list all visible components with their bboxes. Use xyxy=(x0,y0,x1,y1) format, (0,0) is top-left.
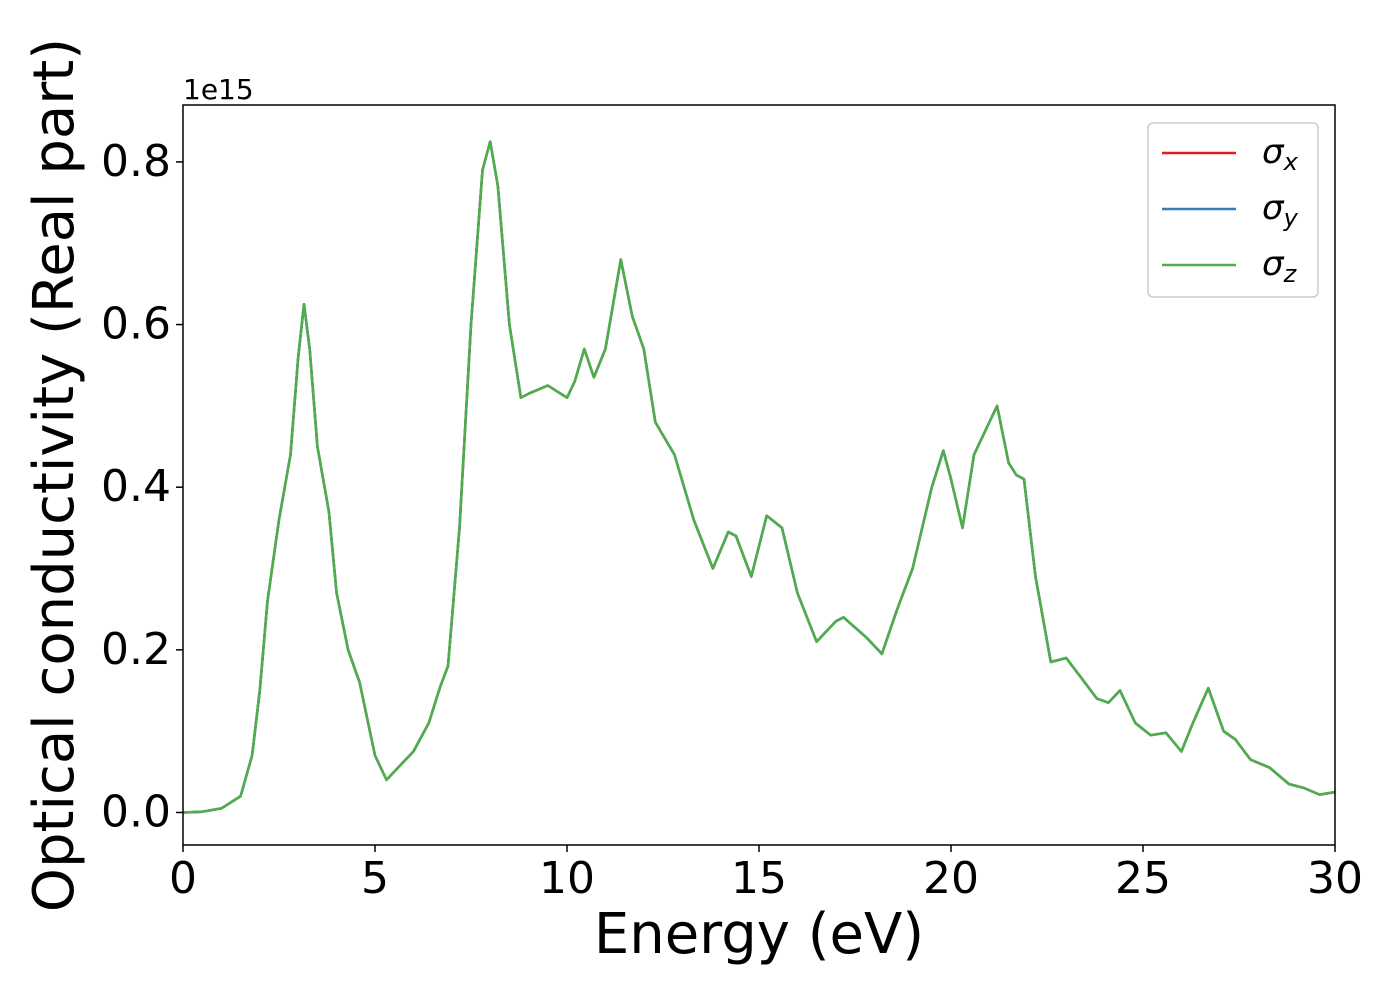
y-axis-label: Optical conductivity (Real part) xyxy=(22,38,87,912)
y-tick-label: 0.6 xyxy=(101,299,171,350)
x-tick-label: 30 xyxy=(1307,853,1363,904)
x-tick-label: 25 xyxy=(1115,853,1171,904)
legend-subscript: x xyxy=(1283,148,1299,176)
x-tick-label: 5 xyxy=(361,853,389,904)
y-offset-label: 1e15 xyxy=(183,73,254,106)
series-line xyxy=(182,140,1336,814)
legend-subscript: z xyxy=(1283,260,1298,288)
x-tick-label: 20 xyxy=(923,853,979,904)
x-axis-label: Energy (eV) xyxy=(594,902,924,967)
x-tick-label: 0 xyxy=(169,853,197,904)
x-tick-label: 10 xyxy=(539,853,595,904)
legend-symbol: σ xyxy=(1262,244,1285,284)
legend-subscript: y xyxy=(1283,204,1299,232)
plot-frame xyxy=(182,104,1336,846)
legend-label: σx xyxy=(1262,132,1299,177)
y-tick-label: 0.4 xyxy=(101,461,171,512)
y-tick-label: 0.0 xyxy=(101,786,171,837)
legend-label: σy xyxy=(1262,188,1299,233)
y-tick-label: 0.2 xyxy=(101,624,171,675)
y-tick-label: 0.8 xyxy=(101,136,171,187)
legend-symbol: σ xyxy=(1262,188,1285,228)
legend-label: σz xyxy=(1262,244,1298,289)
x-tick-label: 15 xyxy=(731,853,787,904)
legend-symbol: σ xyxy=(1262,132,1285,172)
